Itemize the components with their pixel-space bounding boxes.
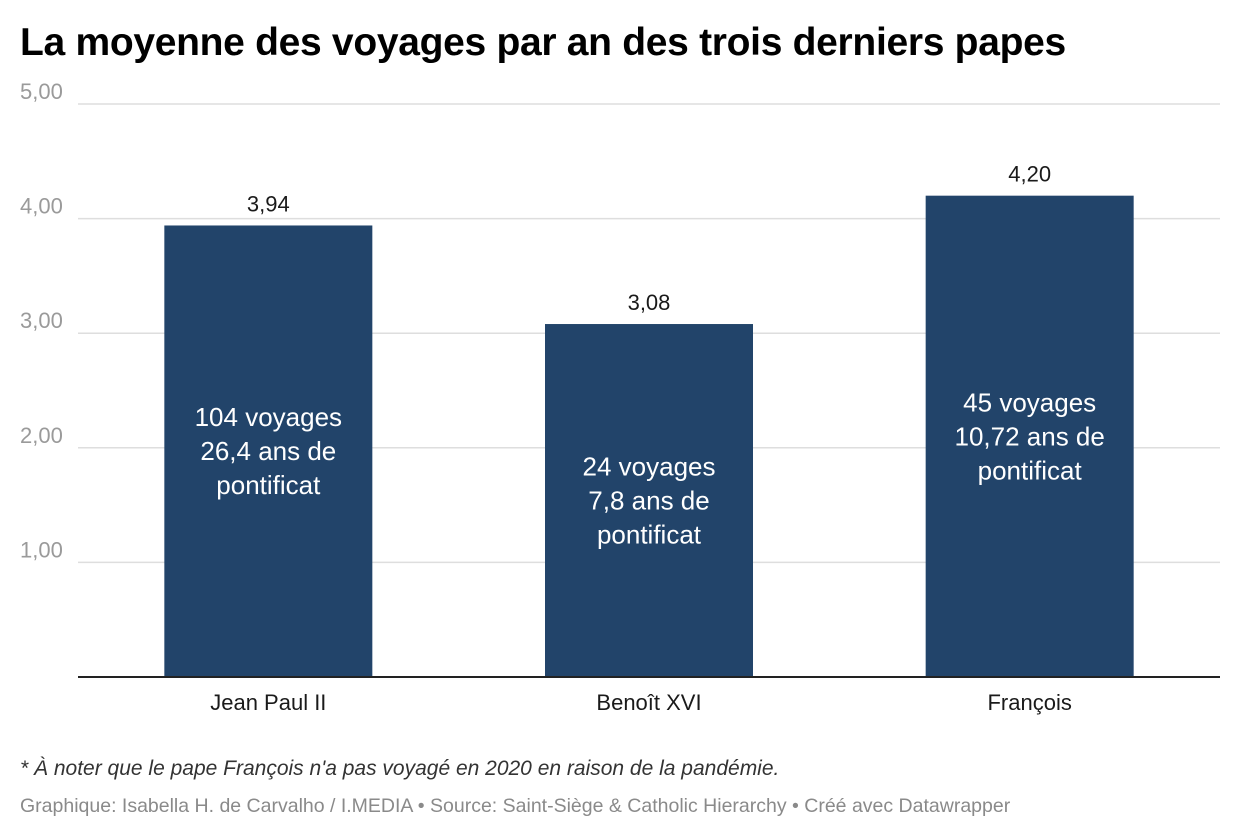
- bar-annotation-1-1: 7,8 ans de: [588, 486, 709, 516]
- category-label-2: François: [987, 690, 1071, 715]
- y-tick-label: 3,00: [20, 308, 63, 333]
- bar-annotation-2-2: pontificat: [978, 455, 1083, 485]
- bars: [164, 195, 1134, 677]
- bar-annotation-0-0: 104 voyages: [195, 402, 342, 432]
- y-axis-ticks: 1,00 2,00 3,00 4,00 5,00: [20, 79, 63, 562]
- value-label-0: 3,94: [247, 191, 290, 216]
- y-tick-label: 5,00: [20, 79, 63, 104]
- category-label-1: Benoît XVI: [596, 690, 701, 715]
- value-label-2: 4,20: [1008, 162, 1051, 187]
- y-tick-label: 2,00: [20, 423, 63, 448]
- chart-title: La moyenne des voyages par an des trois …: [20, 21, 1066, 64]
- category-label-0: Jean Paul II: [210, 690, 326, 715]
- bar-annotation-0-1: 26,4 ans de: [200, 436, 336, 466]
- bar-annotation-1-2: pontificat: [597, 520, 702, 550]
- bar-annotation-2-1: 10,72 ans de: [954, 421, 1104, 451]
- bar-1: [545, 324, 753, 677]
- footnote: * À noter que le pape François n'a pas v…: [20, 757, 780, 780]
- bar-chart: 1,00 2,00 3,00 4,00 5,00 3,94 Jean Paul II 104…: [20, 79, 1220, 715]
- bar-annotation-2-0: 45 voyages: [963, 387, 1096, 417]
- credits-line: Graphique: Isabella H. de Carvalho / I.M…: [20, 795, 1011, 817]
- y-tick-label: 4,00: [20, 194, 63, 219]
- bar-annotation-1-0: 24 voyages: [583, 452, 716, 482]
- bar-2: [925, 195, 1134, 677]
- bar-labels: 3,94 Jean Paul II 104 voyages 26,4 ans de po…: [195, 162, 1105, 715]
- bar-0: [164, 225, 373, 677]
- y-tick-label: 1,00: [20, 537, 63, 562]
- value-label-1: 3,08: [628, 290, 671, 315]
- bar-annotation-0-2: pontificat: [216, 470, 321, 500]
